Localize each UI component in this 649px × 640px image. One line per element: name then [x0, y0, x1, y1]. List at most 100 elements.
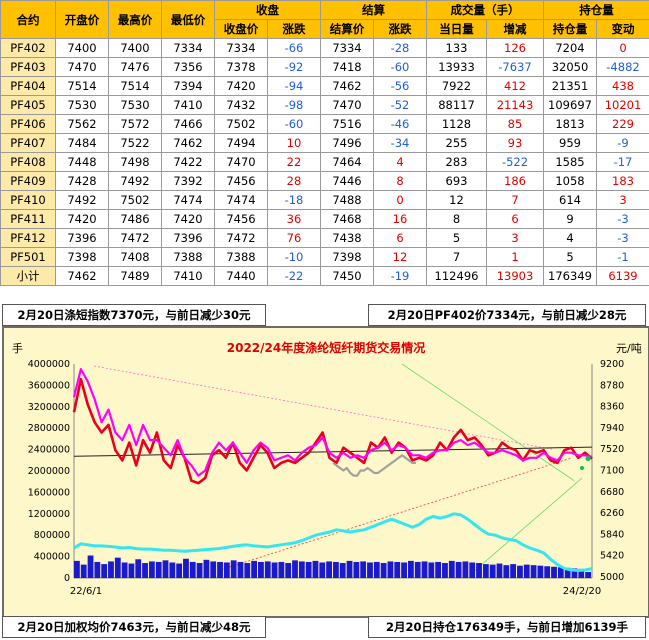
cell-day-volume: 1128 — [426, 114, 487, 134]
trend-line — [401, 363, 575, 481]
cell-settle-price: 7462 — [320, 76, 374, 96]
cell-settle-price: 7450 — [320, 266, 374, 286]
cell-low: 7334 — [161, 38, 215, 58]
cell-day-volume: 5 — [426, 228, 487, 248]
volume-bar — [469, 562, 476, 578]
volume-bar — [196, 563, 203, 578]
cell-low: 7466 — [161, 114, 215, 134]
volume-bar — [237, 561, 244, 578]
cell-contract: 小计 — [0, 266, 56, 286]
cell-contract: PF410 — [0, 190, 56, 210]
cell-contract: PF407 — [0, 133, 56, 153]
cell-contract: PF404 — [0, 76, 56, 96]
cell-oi: 5 — [543, 247, 597, 267]
cell-open: 7470 — [55, 57, 109, 77]
left-tick-label: 800000 — [34, 530, 70, 541]
cell-high: 7498 — [108, 152, 162, 172]
cell-settle-price: 7398 — [320, 247, 374, 267]
cell-oi: 32050 — [543, 57, 597, 77]
volume-bar — [564, 567, 571, 578]
cell-volume-change: 21143 — [486, 95, 544, 115]
series-line-red — [72, 377, 593, 485]
volume-bar — [496, 563, 503, 578]
volume-bar — [326, 561, 332, 578]
table-row: PF403 7470 7476 7356 7378 -92 7418 -60 13933 -763… — [0, 57, 649, 77]
volume-bar — [571, 568, 578, 578]
spacer — [0, 290, 649, 302]
cell-oi-change: 3 — [596, 190, 649, 210]
volume-bar — [489, 564, 496, 578]
volume-bar — [80, 564, 87, 578]
volume-bar — [319, 562, 326, 578]
right-tick-label: 6680 — [600, 487, 624, 498]
cell-day-volume: 255 — [426, 133, 487, 153]
volume-bar — [557, 567, 564, 578]
volume-bar — [285, 563, 292, 578]
table-row: PF412 7396 7472 7396 7472 76 7438 6 5 3 4 -3 — [0, 228, 649, 248]
cell-close-change: 22 — [267, 152, 321, 172]
cell-oi-change: -1 — [596, 247, 649, 267]
cell-day-volume: 693 — [426, 171, 487, 191]
cell-low: 7474 — [161, 190, 215, 210]
cell-settle-change: -34 — [373, 133, 427, 153]
group-close: 收盘 — [214, 0, 321, 20]
cell-high: 7486 — [108, 209, 162, 229]
cell-close-price: 7502 — [214, 114, 268, 134]
cell-contract: PF501 — [0, 247, 56, 267]
volume-bar — [462, 561, 469, 578]
volume-bar — [448, 560, 455, 578]
cell-oi-change: 6139 — [596, 266, 649, 286]
cell-settle-change: 0 — [373, 190, 427, 210]
cell-day-volume: 7 — [426, 247, 487, 267]
cell-day-volume: 7922 — [426, 76, 487, 96]
trend-line — [93, 365, 553, 450]
cell-oi: 1058 — [543, 171, 597, 191]
cell-day-volume: 8 — [426, 209, 487, 229]
cell-settle-change: -19 — [373, 266, 427, 286]
cell-contract: PF403 — [0, 57, 56, 77]
cell-close-price: 7472 — [214, 228, 268, 248]
col-oi: 持仓量 — [543, 19, 597, 39]
cell-high: 7400 — [108, 38, 162, 58]
cell-close-price: 7432 — [214, 95, 268, 115]
cell-volume-change: 6 — [486, 209, 544, 229]
cell-oi: 1813 — [543, 114, 597, 134]
cell-close-change: -94 — [267, 76, 321, 96]
left-tick-label: 3200000 — [28, 402, 70, 413]
left-tick-label: 400000 — [34, 552, 70, 563]
cell-open: 7428 — [55, 171, 109, 191]
right-tick-label: 8780 — [600, 380, 624, 391]
cell-settle-price: 7516 — [320, 114, 374, 134]
cell-oi-change: 0 — [596, 38, 649, 58]
cell-close-change: -10 — [267, 247, 321, 267]
table-row: PF404 7514 7514 7394 7420 -94 7462 -56 7922 412 21… — [0, 76, 649, 96]
cell-settle-price: 7418 — [320, 57, 374, 77]
cell-oi: 1585 — [543, 152, 597, 172]
volume-bar — [360, 561, 367, 578]
volume-bar — [339, 563, 346, 578]
volume-bar — [551, 566, 557, 578]
col-day-volume: 当日量 — [426, 19, 487, 39]
cell-low: 7422 — [161, 152, 215, 172]
cell-volume-change: 1 — [486, 247, 544, 267]
volume-bar — [223, 562, 230, 578]
cell-close-change: -66 — [267, 38, 321, 58]
cell-settle-price: 7334 — [320, 38, 374, 58]
cell-settle-change: -56 — [373, 76, 427, 96]
quote-table: 合约 开盘价 最高价 最低价 收盘 结算 成交量（手） 持仓量 收盘价 涨跌 结… — [0, 0, 649, 286]
chart-panel: 2022/24年度涤纶短纤期货交易情况 手 元/吨 0 400000 800000 1200… — [2, 326, 649, 618]
left-tick-label: 3600000 — [28, 380, 70, 391]
x-tick-label: 24/2/20 — [563, 586, 602, 597]
end-marker — [580, 465, 584, 470]
cell-oi-change: -4882 — [596, 57, 649, 77]
volume-bar — [585, 571, 591, 578]
trend-line — [213, 457, 573, 573]
volume-bar — [373, 561, 380, 578]
cell-day-volume: 283 — [426, 152, 487, 172]
cell-open: 7484 — [55, 133, 109, 153]
volume-bar — [114, 557, 121, 578]
series-line-magenta — [72, 367, 593, 477]
volume-bar — [230, 560, 237, 578]
cell-settle-price: 7496 — [320, 133, 374, 153]
cell-high: 7408 — [108, 247, 162, 267]
